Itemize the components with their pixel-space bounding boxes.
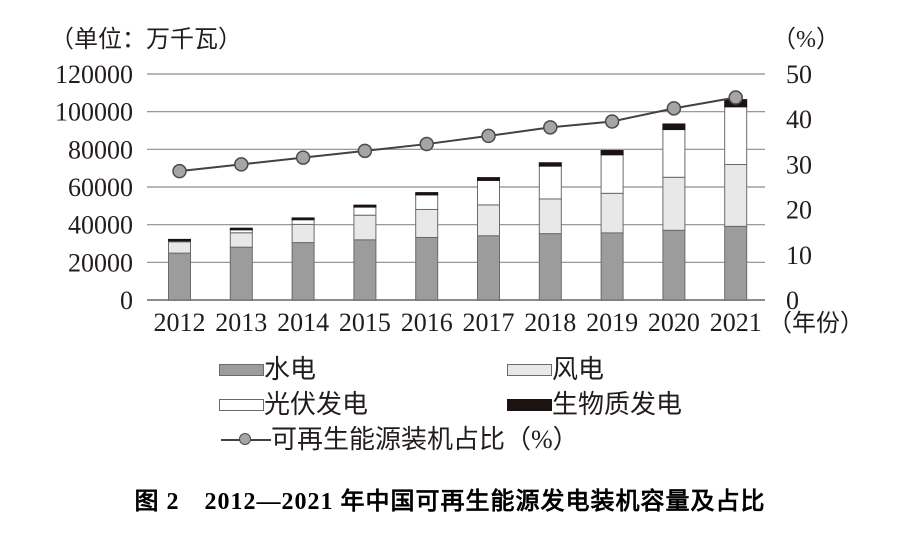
bar-segment [229,227,253,231]
bar-segment [229,246,253,301]
x-axis-tick: 2014 [277,308,329,337]
bar-segment [353,214,377,241]
bar-segment [724,225,748,301]
bar-segment [538,233,562,301]
legend-item-hydro: 水电 [219,356,316,384]
share-marker [604,114,620,129]
bar-segment [662,229,686,301]
stacked-bars [168,99,748,301]
bar-segment [600,154,624,194]
bar-segment [291,219,315,225]
bar-segment [600,232,624,301]
bar-segment [291,217,315,221]
wind-swatch-icon [507,364,552,376]
hydro-swatch-icon [219,364,264,376]
legend-item-share-line: 可再生能源装机占比（%） [221,426,579,454]
x-axis-tick: 2015 [339,308,391,337]
legend-label-hydro: 水电 [264,355,317,384]
bar-segment [662,176,686,231]
bar-segment [291,223,315,244]
share-marker [357,143,373,159]
left-axis-tick: 100000 [55,98,133,127]
right-axis-tick-labels: 0 10 20 30 40 50 [786,60,812,315]
bar-segment [477,179,500,206]
left-axis-tick: 40000 [68,211,133,240]
right-axis-tick: 50 [786,60,812,89]
bar-segment [353,204,377,208]
left-axis-tick: 60000 [68,173,133,202]
legend-item-biomass: 生物质发电 [507,391,682,419]
bar-segment [353,206,377,216]
share-marker [481,128,496,144]
share-line [179,96,736,173]
share-marker [295,150,311,165]
left-axis-tick: 120000 [55,60,133,89]
left-axis-unit-label: （单位：万千瓦） [50,26,242,53]
left-axis-tick: 80000 [68,135,133,164]
right-axis-unit-label: （%） [772,27,840,53]
bar-segment [538,165,562,200]
legend-label-share-line: 可再生能源装机占比（%） [271,425,579,454]
biomass-swatch-icon [507,399,552,411]
right-axis-tick: 20 [786,196,812,225]
bar-segment [724,164,748,227]
figure-caption: 图 2 2012—2021 年中国可再生能源发电装机容量及占比 [134,489,766,515]
share-marker [543,120,558,135]
bar-segment [477,235,500,301]
legend-label-wind: 风电 [552,355,605,384]
share-line-series [172,90,743,179]
bar-segment [229,232,253,248]
bar-segment [477,177,500,181]
x-axis-tick: 2016 [401,308,453,337]
x-axis-tick: 2017 [463,308,515,337]
left-axis-tick: 0 [120,286,133,315]
bar-segment [353,239,377,301]
bar-segment [662,129,686,178]
bar-segment [168,252,191,301]
right-axis-tick: 40 [786,105,812,134]
share-marker [419,136,434,152]
chart-plot: （单位：万千瓦） （%） 0 20000 40000 60000 80000 100000… [50,26,864,337]
bar-segment [415,208,439,238]
right-axis-tick: 30 [786,150,812,179]
legend-label-biomass: 生物质发电 [552,390,683,419]
bar-segment [538,198,562,235]
solar-swatch-icon [219,399,264,411]
right-axis-tick: 0 [786,286,799,315]
x-axis-tick-labels: 2012 2013 2014 2015 2016 2017 2018 2019 2020 2021 [154,308,762,337]
bar-segment [291,242,315,301]
x-axis-tick: 2012 [154,308,206,337]
x-axis-tick: 2019 [586,308,638,337]
right-axis-tick: 10 [786,241,812,270]
bar-segment [600,150,624,156]
left-axis-tick-labels: 0 20000 40000 60000 80000 100000 120000 [55,60,133,315]
left-axis-tick: 20000 [68,248,133,277]
bar-segment [538,162,562,167]
share-marker [728,90,743,105]
bar-segment [600,192,624,234]
share-marker [666,101,682,116]
bar-segment [415,236,439,301]
x-axis-unit-label: （年份） [768,310,864,337]
bar-segment [415,194,439,210]
x-axis-tick: 2020 [648,308,700,337]
bar-segment [168,238,191,242]
x-axis-tick: 2021 [710,308,762,337]
share-marker [234,157,249,172]
line-marker-icon [221,432,271,448]
bar-segment [662,123,686,131]
bar-segment [477,204,500,237]
share-marker [172,163,187,179]
bar-segment [168,241,191,254]
legend-item-solar: 光伏发电 [219,391,368,419]
x-axis-tick: 2018 [524,308,576,337]
legend-label-solar: 光伏发电 [264,390,369,419]
bar-segment [724,106,748,166]
bar-segment [415,192,439,196]
x-axis-tick: 2013 [215,308,267,337]
legend-item-wind: 风电 [507,356,604,384]
